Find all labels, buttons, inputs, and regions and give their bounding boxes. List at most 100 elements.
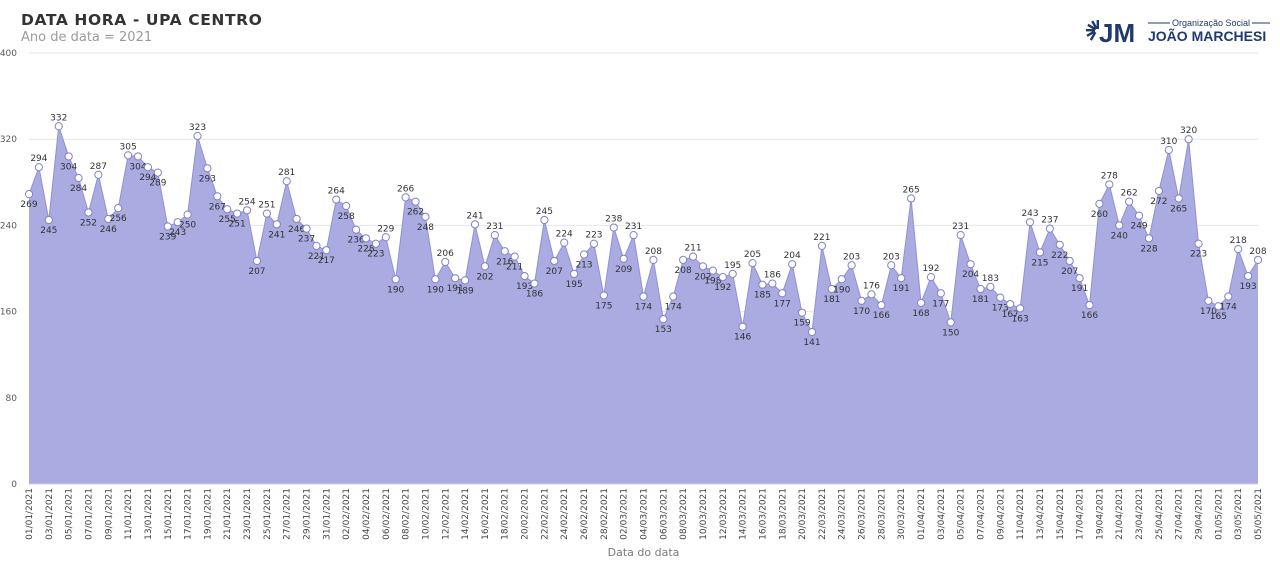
data-label: 223 [1190,250,1207,260]
data-label: 294 [30,154,47,164]
data-label: 272 [1150,197,1167,207]
data-label: 239 [159,232,176,242]
data-label: 320 [1180,126,1197,136]
data-point [897,274,906,283]
x-tick-label: 14/02/2021 [461,488,471,540]
data-label: 153 [655,325,672,335]
data-label: 252 [80,218,97,228]
x-tick-label: 29/01/2021 [303,488,313,540]
x-tick-label: 02/03/2021 [620,488,630,540]
y-tick-label: 0 [11,480,17,490]
data-point [619,254,628,263]
x-tick-label: 13/04/2021 [1036,488,1046,540]
data-label: 305 [120,142,137,152]
data-point [1006,299,1015,309]
data-label: 222 [1051,251,1068,261]
data-label: 202 [694,272,711,282]
data-label: 223 [367,250,384,260]
x-tick-label: 28/03/2021 [877,488,887,540]
data-label: 258 [338,212,355,222]
data-point [223,205,232,214]
data-point [1174,194,1183,203]
data-point [312,241,321,250]
data-label: 254 [238,197,255,207]
data-point [193,131,202,141]
logo-org-label: Organização Social [1172,18,1250,28]
data-label: 246 [288,225,305,235]
data-label: 238 [605,215,622,225]
data-label: 191 [1071,284,1088,294]
x-tick-label: 10/03/2021 [699,488,709,540]
data-label: 249 [1130,222,1147,232]
data-label: 170 [853,307,870,317]
data-point [114,204,123,213]
x-tick-label: 02/02/2021 [342,488,352,540]
data-label: 166 [1081,311,1098,321]
data-point [490,230,499,240]
data-point [1253,255,1263,264]
data-point [302,224,311,233]
data-label: 241 [268,230,285,240]
x-tick-label: 13/01/2021 [144,488,154,540]
x-tick-label: 22/02/2021 [540,488,550,540]
data-label: 191 [447,284,464,294]
x-tick-label: 25/04/2021 [1155,488,1165,540]
data-label: 304 [129,162,146,172]
data-label: 146 [734,333,751,343]
data-label: 215 [1031,258,1048,268]
data-label: 208 [1249,247,1266,257]
data-point [1204,296,1213,305]
data-label: 245 [536,207,553,217]
x-tick-label: 01/05/2021 [1214,488,1224,540]
data-point [837,275,846,284]
data-point [74,173,83,183]
x-tick-label: 07/01/2021 [84,488,94,540]
data-label: 260 [1091,210,1108,220]
data-label: 237 [1041,216,1058,226]
data-point [282,177,291,186]
data-label: 269 [20,200,37,210]
data-point [441,257,450,267]
data-label: 211 [506,263,523,273]
x-tick-label: 12/02/2021 [441,488,451,540]
data-label: 241 [466,211,483,221]
data-point [500,247,509,256]
data-label: 204 [784,251,801,261]
x-tick-label: 31/01/2021 [322,488,332,540]
data-label: 208 [645,247,662,257]
data-point [431,275,440,284]
data-label: 231 [486,222,503,232]
data-label: 289 [149,179,166,189]
data-point [233,209,242,218]
data-label: 262 [407,208,424,218]
x-tick-label: 20/02/2021 [521,488,531,540]
data-label: 237 [298,235,315,245]
data-label: 170 [1200,307,1217,317]
data-label: 240 [1111,231,1128,241]
data-point [698,262,708,271]
x-tick-label: 27/04/2021 [1175,488,1185,540]
data-point [728,269,737,278]
data-point [252,256,262,266]
x-tick-label: 04/03/2021 [640,488,650,540]
data-point [371,239,380,248]
data-point [708,266,717,275]
data-point [34,163,44,172]
data-label: 293 [199,174,216,184]
data-point [510,252,519,261]
data-point [609,223,618,232]
data-point [1214,302,1223,311]
data-point [203,164,212,173]
data-label: 165 [1210,312,1227,322]
x-tick-label: 05/04/2021 [957,488,967,540]
data-label: 207 [546,267,563,277]
data-point [679,255,688,264]
data-label: 267 [209,202,226,212]
data-point [1035,248,1045,257]
data-label: 265 [903,185,920,195]
data-point [1224,292,1233,301]
x-tick-label: 09/01/2021 [104,488,114,540]
data-label: 218 [1230,236,1247,246]
x-tick-label: 24/03/2021 [838,488,848,540]
